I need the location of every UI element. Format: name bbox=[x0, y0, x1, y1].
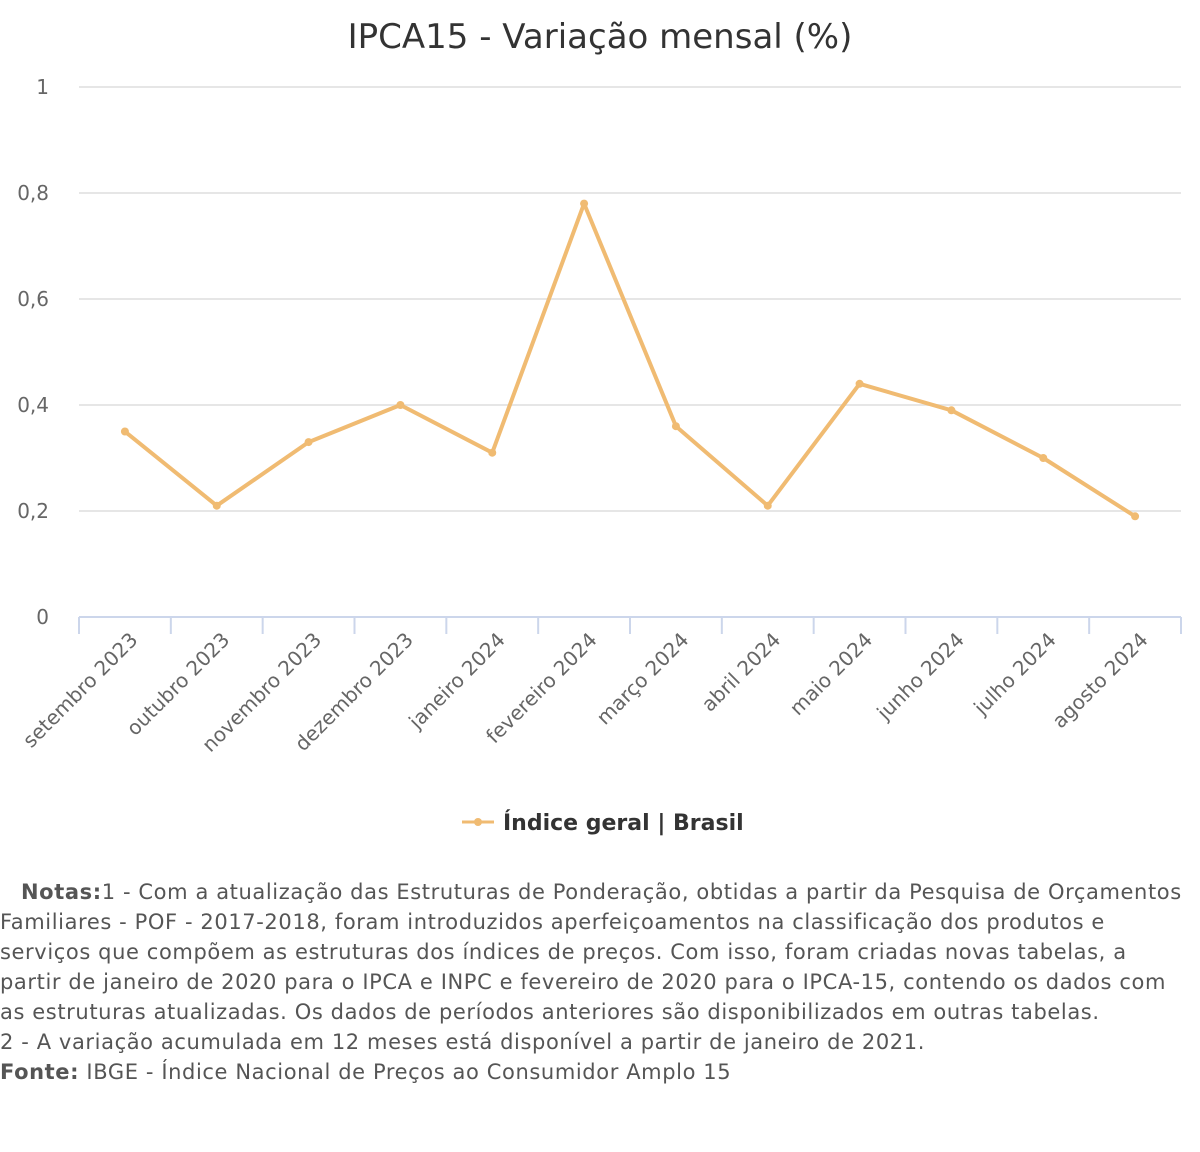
x-tick-label: abril 2024 bbox=[697, 628, 786, 717]
data-point[interactable] bbox=[855, 379, 864, 388]
x-tick-label: julho 2024 bbox=[968, 628, 1061, 721]
y-tick-label: 0,6 bbox=[17, 287, 49, 311]
source-label: Fonte: bbox=[0, 1060, 80, 1084]
data-point[interactable] bbox=[212, 501, 221, 510]
notes-line-2: Familiares - POF - 2017-2018, foram intr… bbox=[0, 910, 1105, 934]
y-tick-label: 0,2 bbox=[17, 499, 49, 523]
x-axis bbox=[78, 616, 1182, 634]
data-point[interactable] bbox=[120, 427, 129, 436]
notes-label: Notas: bbox=[21, 880, 102, 904]
source-line: Fonte: IBGE - Índice Nacional de Preços … bbox=[0, 1057, 1200, 1087]
data-point[interactable] bbox=[947, 406, 956, 415]
notes-line-4: partir de janeiro de 2020 para o IPCA e … bbox=[0, 970, 1167, 994]
x-tick-label: junho 2024 bbox=[871, 628, 969, 726]
y-tick-label: 0,8 bbox=[17, 181, 49, 205]
data-point[interactable] bbox=[763, 501, 772, 510]
data-point[interactable] bbox=[580, 199, 589, 208]
notes-line-1: Notas:1 - Com a atualização das Estrutur… bbox=[0, 877, 1200, 907]
data-point[interactable] bbox=[1131, 512, 1140, 521]
y-tick-label: 1 bbox=[36, 75, 49, 99]
x-tick-label: agosto 2024 bbox=[1047, 628, 1152, 733]
series-lines bbox=[120, 199, 1140, 521]
notes-text: 1 - Com a atualização das Estruturas de … bbox=[101, 880, 1182, 904]
data-point[interactable] bbox=[671, 422, 680, 431]
notes-block: Notas:1 - Com a atualização das Estrutur… bbox=[0, 877, 1200, 1087]
notes-line-3: serviços que compõem as estruturas dos í… bbox=[0, 940, 1127, 964]
line-chart: IPCA15 - Variação mensal (%) 00,20,40,60… bbox=[17, 17, 1182, 836]
x-tick-label: setembro 2023 bbox=[18, 628, 143, 753]
x-tick-label: março 2024 bbox=[592, 628, 694, 730]
x-tick-label: maio 2024 bbox=[785, 628, 877, 720]
data-point[interactable] bbox=[396, 401, 405, 409]
data-point[interactable] bbox=[1039, 454, 1048, 462]
legend-label: Índice geral | Brasil bbox=[503, 810, 744, 836]
y-axis-labels: 0 0,2 0,4 0,6 0,8 1 bbox=[17, 75, 49, 629]
chart-title: IPCA15 - Variação mensal (%) bbox=[348, 17, 853, 57]
grid-lines bbox=[79, 86, 1181, 512]
data-point[interactable] bbox=[488, 448, 497, 457]
y-tick-label: 0 bbox=[36, 605, 49, 629]
data-point[interactable] bbox=[304, 438, 313, 447]
legend[interactable]: Índice geral | Brasil bbox=[462, 810, 744, 836]
series-line bbox=[122, 201, 1138, 519]
legend-marker-icon bbox=[474, 818, 482, 826]
source-text: IBGE - Índice Nacional de Preços ao Cons… bbox=[79, 1060, 732, 1084]
notes-line-5: as estruturas atualizadas. Os dados de p… bbox=[0, 1000, 1100, 1024]
notes-line-6: 2 - A variação acumulada em 12 meses est… bbox=[0, 1030, 925, 1054]
y-tick-label: 0,4 bbox=[17, 393, 49, 417]
